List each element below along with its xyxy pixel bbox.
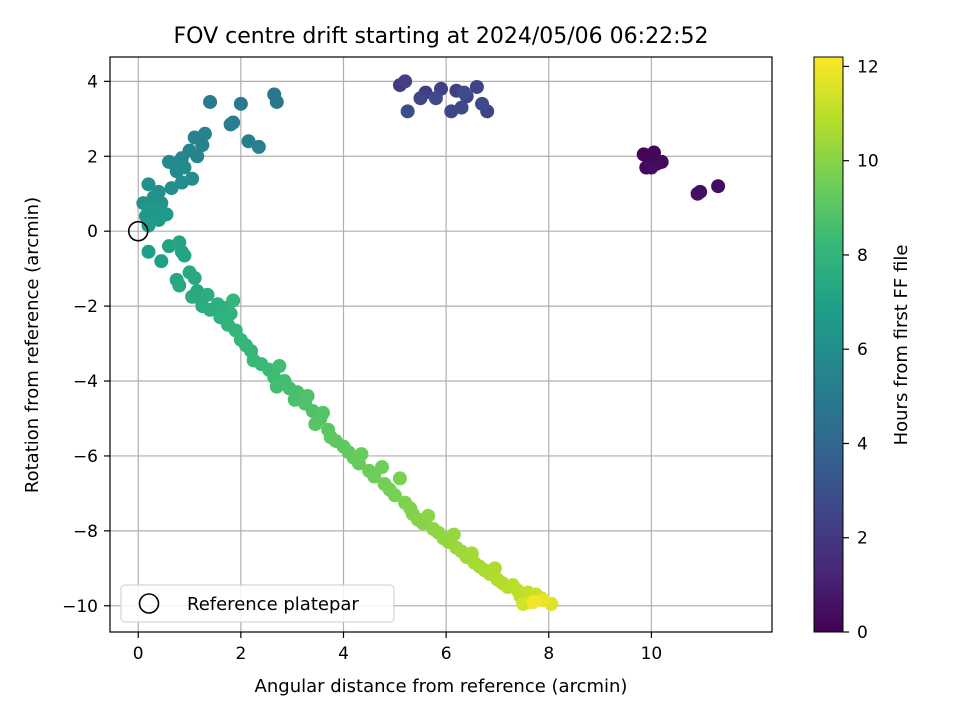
data-point — [190, 149, 205, 164]
data-point — [392, 471, 407, 486]
colorbar-ticks: 0 2 4 6 8 10 12 — [843, 57, 879, 643]
data-point — [172, 278, 187, 293]
data-point — [154, 254, 169, 269]
data-point — [367, 469, 382, 484]
x-tick-label: 10 — [641, 644, 663, 664]
data-point — [644, 160, 659, 175]
y-tick-label: −4 — [73, 372, 98, 392]
y-tick-label: 0 — [87, 222, 98, 242]
data-point — [233, 96, 248, 111]
data-point — [646, 145, 661, 160]
x-axis-ticks: 0 2 4 6 8 10 — [133, 632, 662, 664]
data-point — [711, 179, 726, 194]
grid-lines — [110, 57, 772, 632]
data-point — [187, 271, 202, 286]
data-point — [428, 91, 443, 106]
x-tick-label: 2 — [235, 644, 246, 664]
data-point — [354, 447, 369, 462]
data-point — [475, 96, 490, 111]
y-axis-label: Rotation from reference (arcmin) — [22, 197, 43, 493]
data-point — [164, 181, 179, 196]
data-point — [446, 527, 461, 542]
data-point — [203, 94, 218, 109]
y-tick-label: −10 — [62, 597, 98, 617]
data-point — [400, 104, 415, 119]
data-point — [141, 244, 156, 259]
legend-box — [120, 584, 395, 623]
data-point — [398, 74, 413, 89]
y-tick-label: −8 — [73, 522, 98, 542]
data-point — [693, 184, 708, 199]
data-point — [654, 154, 669, 169]
x-tick-label: 6 — [441, 644, 452, 664]
x-axis-label: Angular distance from reference (arcmin) — [255, 676, 628, 697]
x-tick-label: 4 — [338, 644, 349, 664]
data-point — [387, 488, 402, 503]
colorbar-tick-label: 4 — [857, 434, 868, 454]
colorbar-tick-label: 12 — [857, 57, 879, 77]
colorbar-tick-label: 8 — [857, 246, 868, 266]
data-point — [141, 177, 156, 192]
data-point — [413, 91, 428, 106]
colorbar-tick-label: 10 — [857, 152, 879, 172]
y-tick-label: −2 — [73, 297, 98, 317]
chart-title: FOV centre drift starting at 2024/05/06 … — [174, 24, 709, 49]
colorbar-tick-label: 6 — [857, 340, 868, 360]
data-point — [241, 134, 256, 149]
data-point — [469, 79, 484, 94]
data-point — [315, 405, 330, 420]
y-tick-label: 2 — [87, 147, 98, 167]
colorbar-label: Hours from first FF file — [891, 245, 912, 446]
data-point — [300, 389, 315, 404]
data-point — [200, 287, 215, 302]
data-point — [159, 207, 174, 222]
colorbar-tick-label: 0 — [857, 623, 868, 643]
scatter-points — [136, 74, 726, 611]
data-point — [174, 175, 189, 190]
legend-open-circle-icon — [138, 593, 160, 614]
data-point — [421, 508, 436, 523]
data-point — [195, 138, 210, 153]
plot-frame — [109, 56, 773, 633]
data-point — [172, 235, 187, 250]
data-point — [251, 139, 266, 154]
data-point — [146, 201, 161, 216]
data-point — [223, 117, 238, 132]
data-point — [269, 94, 284, 109]
data-point — [177, 248, 192, 263]
data-point — [162, 154, 177, 169]
data-point — [487, 561, 502, 576]
data-point — [272, 359, 287, 374]
data-point — [141, 218, 156, 233]
x-tick-label: 0 — [133, 644, 144, 664]
x-tick-label: 8 — [543, 644, 554, 664]
data-point — [308, 417, 323, 432]
legend-label: Reference platepar — [187, 594, 359, 615]
data-point — [374, 460, 389, 475]
y-tick-label: 4 — [87, 72, 98, 92]
data-point — [226, 293, 241, 308]
data-point — [526, 595, 541, 610]
reference-platepar-marker — [127, 220, 149, 242]
y-tick-label: −6 — [73, 447, 98, 467]
data-point — [269, 379, 284, 394]
y-axis-ticks: −10 −8 −6 −4 −2 0 2 4 — [62, 72, 110, 617]
colorbar — [813, 56, 844, 633]
legend: Reference platepar — [120, 584, 395, 623]
colorbar-tick-label: 2 — [857, 529, 868, 549]
data-point — [454, 100, 469, 115]
data-point — [169, 164, 184, 179]
data-point — [457, 85, 472, 100]
